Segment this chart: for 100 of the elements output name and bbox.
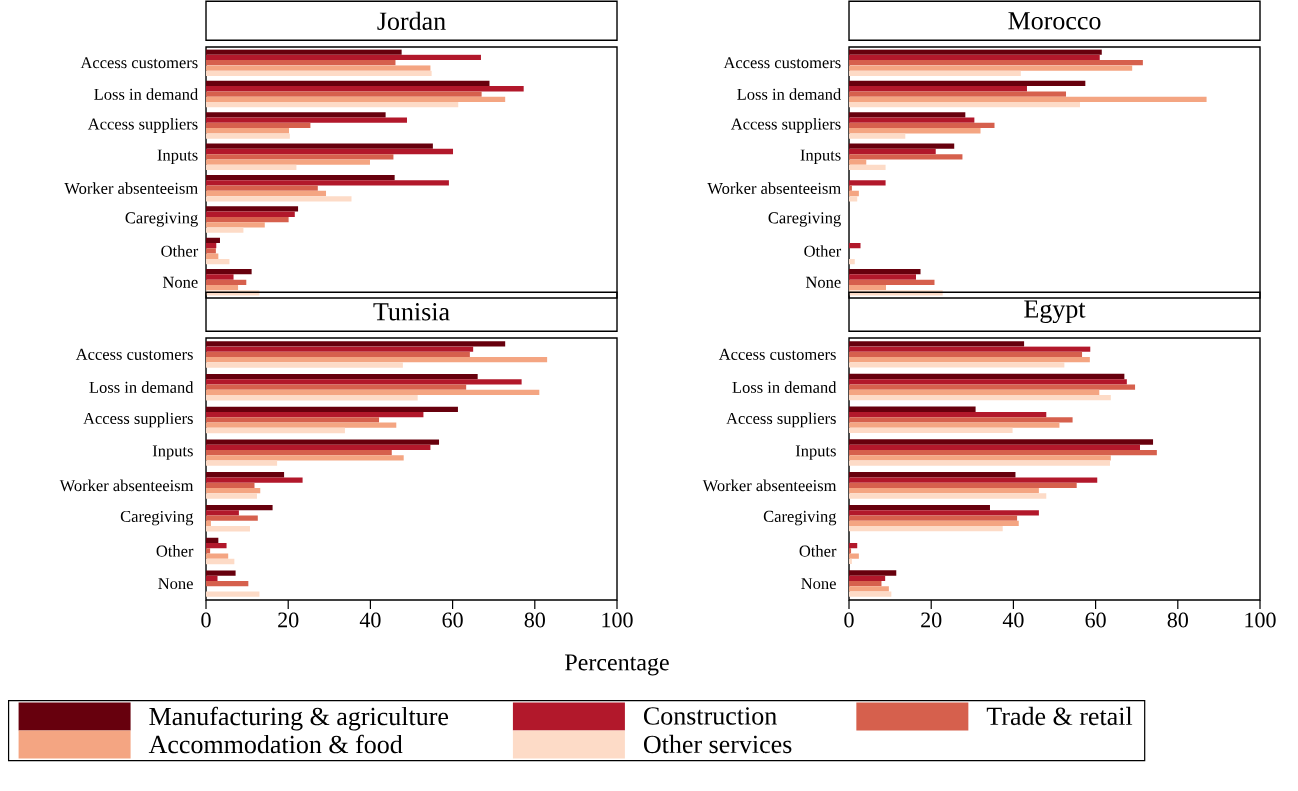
y-tick-label: Other (156, 545, 194, 557)
legend-label: Construction (643, 707, 777, 725)
bar (206, 384, 467, 390)
bar (206, 472, 285, 478)
bar (849, 96, 1207, 103)
bar (206, 341, 506, 347)
bar (206, 362, 403, 368)
chart-title: Morocco (1008, 12, 1101, 30)
bar (206, 570, 236, 576)
bar (849, 520, 1019, 527)
bar (849, 54, 1100, 61)
bar (849, 362, 1065, 368)
bar (206, 227, 244, 233)
bar (849, 591, 892, 597)
bar (206, 248, 216, 254)
bar (849, 570, 897, 576)
bar (206, 373, 478, 380)
y-tick-label: Loss in demand (732, 381, 837, 393)
x-tick-label: 40 (359, 612, 381, 628)
bar (849, 148, 936, 155)
bar (849, 580, 882, 587)
bar (206, 439, 440, 445)
bar (206, 222, 265, 228)
y-tick-label: Access customers (80, 57, 198, 69)
x-tick-label: 80 (524, 612, 545, 628)
bar (206, 269, 252, 275)
bar (849, 60, 1143, 66)
x-tick-label: 0 (844, 612, 854, 628)
x-tick-label: 80 (1167, 612, 1188, 628)
bar (849, 422, 1060, 428)
bar (849, 86, 1027, 92)
bar (206, 580, 249, 587)
y-tick-label: Caregiving (768, 212, 841, 227)
x-tick-label: 100 (1245, 612, 1276, 628)
bar (206, 133, 290, 139)
y-tick-label: Worker absenteeism (702, 479, 837, 492)
legend-label: Other services (643, 734, 792, 754)
bar (849, 164, 886, 171)
x-tick-label: 20 (278, 612, 299, 628)
bar (206, 351, 470, 358)
bar (849, 515, 1018, 521)
bar (206, 80, 490, 87)
y-tick-label: Access suppliers (83, 412, 193, 428)
x-tick-label: 60 (1085, 612, 1106, 628)
bar (206, 143, 433, 149)
bar (206, 96, 506, 103)
bar (849, 133, 906, 139)
bar (206, 164, 297, 171)
bar (206, 148, 454, 155)
y-tick-label: Caregiving (125, 212, 198, 227)
bar (206, 542, 227, 549)
chart-title: Tunisia (373, 303, 450, 321)
bar (206, 65, 431, 71)
y-tick-label: None (801, 578, 836, 590)
bar (206, 575, 218, 581)
bar (206, 417, 380, 423)
y-tick-label: Inputs (152, 445, 193, 460)
bar (849, 406, 976, 412)
bar (849, 284, 886, 291)
bar (206, 185, 318, 191)
bar (849, 482, 1077, 489)
bar (206, 488, 261, 494)
bar (206, 477, 303, 483)
bar (206, 70, 432, 76)
bar (206, 216, 289, 223)
y-tick-label: Access customers (75, 348, 193, 360)
bar (206, 112, 386, 118)
bar (849, 373, 1125, 380)
y-tick-label: Loss in demand (94, 88, 198, 100)
bar (206, 379, 522, 385)
bar (849, 242, 861, 249)
bar (206, 211, 295, 217)
y-tick-label: None (158, 578, 193, 590)
bar (849, 154, 963, 160)
x-axis-title: Percentage (565, 654, 669, 676)
bar (849, 65, 1133, 71)
y-tick-label: Access customers (723, 57, 841, 69)
bar (849, 279, 935, 285)
bar (206, 279, 247, 285)
y-tick-label: Worker absenteeism (59, 479, 194, 492)
y-tick-label: None (162, 276, 198, 288)
bar (206, 122, 311, 129)
bar (206, 117, 407, 123)
bar (849, 102, 1080, 108)
bar (849, 460, 1110, 466)
bar (849, 117, 975, 123)
bar (849, 417, 1073, 423)
legend-label: Accommodation & food (148, 734, 403, 754)
legend-label: Manufacturing & agriculture (149, 706, 449, 731)
bar (206, 174, 395, 181)
bar (849, 455, 1111, 461)
x-tick-label: 0 (201, 612, 211, 628)
bar (206, 427, 345, 434)
bar (849, 346, 1091, 352)
y-tick-label: Inputs (795, 445, 836, 460)
bar (206, 206, 299, 212)
bar (849, 488, 1039, 494)
bar (206, 357, 548, 363)
y-tick-label: None (805, 276, 841, 288)
bar (206, 180, 449, 186)
